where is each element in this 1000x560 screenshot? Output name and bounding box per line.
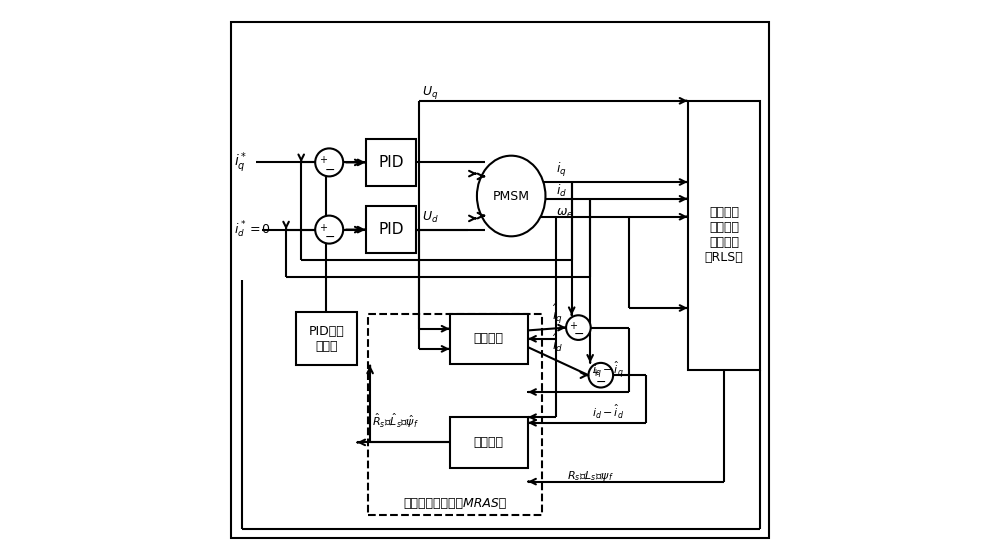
- Text: $\omega_e$: $\omega_e$: [556, 207, 573, 220]
- Text: $\hat{i}_q$: $\hat{i}_q$: [552, 303, 562, 326]
- Text: −: −: [596, 375, 607, 389]
- Text: $R_s$、$L_s$、$\psi_f$: $R_s$、$L_s$、$\psi_f$: [567, 469, 614, 483]
- Text: $U_q$: $U_q$: [422, 84, 438, 101]
- Circle shape: [315, 216, 343, 244]
- FancyBboxPatch shape: [366, 206, 416, 254]
- Circle shape: [566, 315, 591, 340]
- Text: −: −: [325, 231, 335, 244]
- FancyBboxPatch shape: [296, 312, 357, 366]
- Text: −: −: [325, 164, 335, 176]
- Text: 自适应率: 自适应率: [474, 436, 504, 449]
- Circle shape: [588, 363, 613, 388]
- Text: PID参数
自整定: PID参数 自整定: [309, 325, 344, 353]
- FancyBboxPatch shape: [450, 314, 528, 364]
- Text: −: −: [574, 328, 584, 341]
- Text: +: +: [591, 368, 599, 379]
- Text: $i_q$: $i_q$: [556, 161, 567, 179]
- Ellipse shape: [477, 156, 545, 236]
- Text: PID: PID: [378, 155, 404, 170]
- Text: $\hat{i}_d$: $\hat{i}_d$: [552, 333, 563, 354]
- Text: +: +: [319, 222, 327, 232]
- Circle shape: [315, 148, 343, 176]
- Text: $i_q - \hat{i}_q$: $i_q - \hat{i}_q$: [592, 359, 624, 380]
- Text: $U_d$: $U_d$: [422, 210, 438, 225]
- Text: 模型参考自适应（MRAS）: 模型参考自适应（MRAS）: [404, 497, 507, 510]
- FancyBboxPatch shape: [366, 139, 416, 186]
- Text: 可调模型: 可调模型: [474, 332, 504, 346]
- Text: $i_d^* = 0$: $i_d^* = 0$: [234, 220, 271, 240]
- Text: $i_d - \hat{i}_d$: $i_d - \hat{i}_d$: [592, 403, 625, 421]
- FancyBboxPatch shape: [231, 22, 769, 538]
- Text: $i_d$: $i_d$: [556, 183, 567, 199]
- Text: +: +: [319, 155, 327, 165]
- Text: PID: PID: [378, 222, 404, 237]
- Text: $\hat{R}_s$、$\hat{L}_s$、$\hat{\psi}_f$: $\hat{R}_s$、$\hat{L}_s$、$\hat{\psi}_f$: [372, 412, 419, 430]
- Text: +: +: [569, 321, 577, 331]
- FancyBboxPatch shape: [450, 417, 528, 468]
- Text: $i_q^*$: $i_q^*$: [234, 150, 247, 175]
- Text: PMSM: PMSM: [493, 189, 530, 203]
- FancyBboxPatch shape: [688, 101, 760, 370]
- Text: 基于遗忘
因子最小
二乘算法
（RLS）: 基于遗忘 因子最小 二乘算法 （RLS）: [705, 206, 743, 264]
